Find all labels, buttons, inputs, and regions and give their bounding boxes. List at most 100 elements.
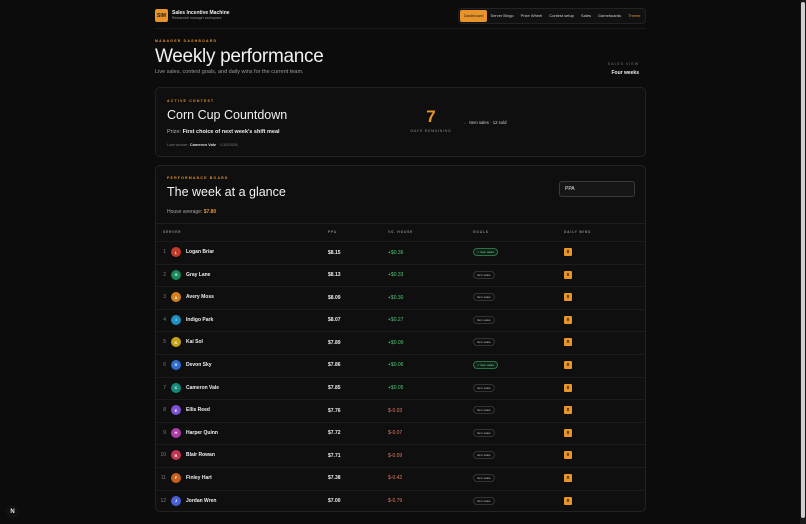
nav-dashboard[interactable]: Dashboard — [460, 10, 488, 22]
vs-house-value: $-0.42 — [388, 475, 403, 482]
brand-logo: SIM — [155, 9, 168, 22]
server-name: Blair Rowan — [186, 452, 215, 459]
last-winner-name: Cameron Vale — [189, 142, 217, 147]
table-row[interactable]: 4 I Indigo Park $8.07 +$0.27 Item sales 0 — [156, 308, 645, 332]
scrollbar[interactable] — [800, 0, 806, 524]
daily-wins-badge: 0 — [564, 451, 572, 460]
row-rank: 9 — [163, 429, 166, 436]
avatar: K — [171, 337, 181, 348]
house-average-value: $7.80 — [203, 209, 217, 215]
sales-view-label: SALES VIEW — [607, 62, 639, 66]
board-eyebrow: PERFORMANCE BOARD — [167, 176, 229, 180]
ppa-value: $7.72 — [328, 430, 341, 437]
corner-badge[interactable]: N — [6, 505, 19, 518]
vs-house-value: $-0.03 — [388, 407, 403, 414]
table-row[interactable]: 1 L Logan Briar $8.15 +$0.36 ✓ Item sales 0 — [156, 241, 645, 264]
table-row[interactable]: 9 H Harper Quinn $7.72 $-0.07 Item sales 0 — [156, 421, 645, 445]
server-name: Indigo Park — [186, 316, 214, 323]
ppa-value: $8.15 — [328, 249, 341, 256]
avatar: H — [171, 427, 181, 438]
house-average-label: House average: — [167, 209, 203, 215]
avatar: I — [171, 314, 181, 325]
avatar: J — [171, 495, 181, 506]
table-row[interactable]: 3 A Avery Moss $8.09 +$0.30 Item sales 0 — [156, 286, 645, 309]
server-table: 1 L Logan Briar $8.15 +$0.36 ✓ Item sales 0 2 G G… — [156, 241, 645, 512]
avatar: G — [171, 269, 181, 280]
sales-view-value[interactable]: Four weeks — [611, 70, 639, 76]
server-name: Gray Lane — [186, 271, 211, 278]
table-row[interactable]: 2 G Gray Lane $8.13 +$0.33 Item sales 0 — [156, 263, 645, 287]
table-row[interactable]: 10 B Blair Rowan $7.71 $-0.09 Item sales 0 — [156, 444, 645, 467]
daily-wins-badge: 0 — [564, 315, 572, 324]
row-rank: 11 — [160, 474, 166, 481]
header-divider — [155, 28, 646, 29]
goal-badge: Item sales — [473, 293, 495, 302]
goal-badge: Item sales — [473, 338, 495, 347]
nav-prize-wheel[interactable]: Prize Wheel — [520, 13, 543, 18]
board-divider — [156, 223, 645, 224]
server-name: Harper Quinn — [186, 429, 218, 436]
hero-eyebrow: MANAGER DASHBOARD — [155, 39, 218, 43]
daily-wins-badge: 0 — [564, 496, 572, 505]
row-rank: 1 — [163, 249, 166, 255]
table-row[interactable]: 6 D Devon Sky $7.86 +$0.06 ✓ Item sales 0 — [156, 353, 645, 377]
nav-sales[interactable]: Sales — [580, 13, 591, 18]
server-name: Cameron Vale — [186, 384, 220, 391]
server-name: Jordan Wren — [186, 497, 217, 504]
brand-subtitle: Restaurant manager workspace — [172, 16, 222, 20]
column-header-goals: GOALS — [473, 230, 489, 234]
daily-wins-badge: 0 — [564, 248, 572, 256]
theme-toggle-button[interactable]: Theme — [628, 13, 641, 18]
days-remaining-value: 7 — [426, 107, 436, 126]
last-winner-date: 1/10/2026 — [219, 142, 238, 147]
ppa-value: $8.07 — [328, 317, 341, 324]
contest-title: Corn Cup Countdown — [167, 108, 288, 122]
table-row[interactable]: 7 C Cameron Vale $7.85 +$0.05 Item sales 0 — [156, 376, 645, 400]
nav-server-bingo[interactable]: Server Bingo — [490, 13, 514, 18]
main-nav: Dashboard Server Bingo Prize Wheel Conte… — [458, 8, 646, 24]
row-rank: 12 — [160, 497, 166, 504]
server-name: Avery Moss — [186, 294, 214, 301]
table-row[interactable]: 11 F Finley Hart $7.38 $-0.42 Item sales 0 — [156, 466, 645, 490]
avatar: A — [171, 292, 181, 303]
nav-gameboards[interactable]: Gameboards — [597, 13, 622, 18]
column-header-vs-house: VS. HOUSE — [388, 230, 414, 234]
page-subtitle: Live sales, contest goals, and daily win… — [155, 69, 304, 75]
vs-house-value: $-0.07 — [388, 430, 403, 437]
table-row[interactable]: 8 E Ellis Reed $7.76 $-0.03 Item sales 0 — [156, 399, 645, 422]
row-rank: 4 — [163, 316, 166, 323]
row-rank: 10 — [160, 452, 166, 459]
goal-badge: Item sales — [473, 270, 495, 279]
house-average: House average: $7.80 — [167, 209, 216, 215]
table-row[interactable]: 12 J Jordan Wren $7.00 $-0.79 Item sales 0 — [156, 489, 645, 513]
ppa-value: $7.71 — [328, 452, 341, 459]
active-contest-card: ACTIVE CONTEST Corn Cup Countdown Prize:… — [155, 87, 646, 157]
vs-house-value: +$0.05 — [388, 385, 404, 392]
ppa-value: $7.89 — [328, 339, 341, 346]
vs-house-value: +$0.06 — [388, 362, 404, 369]
performance-board-card: PERFORMANCE BOARD The week at a glance H… — [155, 165, 646, 512]
ppa-value: $8.13 — [328, 272, 341, 279]
goal-badge: Item sales — [473, 315, 495, 324]
scrollbar-thumb[interactable] — [801, 2, 805, 518]
brand[interactable]: SIM Sales Incentive Machine Restaurant m… — [155, 9, 230, 22]
top-bar: SIM Sales Incentive Machine Restaurant m… — [155, 8, 646, 26]
metric-select[interactable]: PPA — [559, 181, 635, 197]
avatar: B — [171, 450, 181, 461]
row-rank: 7 — [163, 384, 166, 391]
server-name: Kai Sol — [186, 339, 203, 346]
nav-contest-setup[interactable]: Contest setup — [549, 13, 574, 18]
daily-wins-badge: 0 — [564, 338, 572, 347]
last-winner-separator: · — [217, 142, 220, 147]
brand-text: Sales Incentive Machine Restaurant manag… — [172, 10, 230, 21]
avatar: L — [171, 247, 181, 257]
row-rank: 2 — [163, 271, 166, 278]
daily-wins-badge: 0 — [564, 383, 572, 392]
column-header-daily-wins: DAILY WINS — [564, 230, 592, 234]
brand-name: Sales Incentive Machine — [172, 10, 230, 16]
goal-badge: Item sales — [473, 451, 495, 460]
table-header: SERVER PPA VS. HOUSE GOALS DAILY WINS — [156, 228, 645, 238]
table-row[interactable]: 5 K Kai Sol $7.89 +$0.09 Item sales 0 — [156, 331, 645, 354]
ppa-value: $7.00 — [328, 498, 341, 505]
board-title: The week at a glance — [167, 185, 286, 199]
